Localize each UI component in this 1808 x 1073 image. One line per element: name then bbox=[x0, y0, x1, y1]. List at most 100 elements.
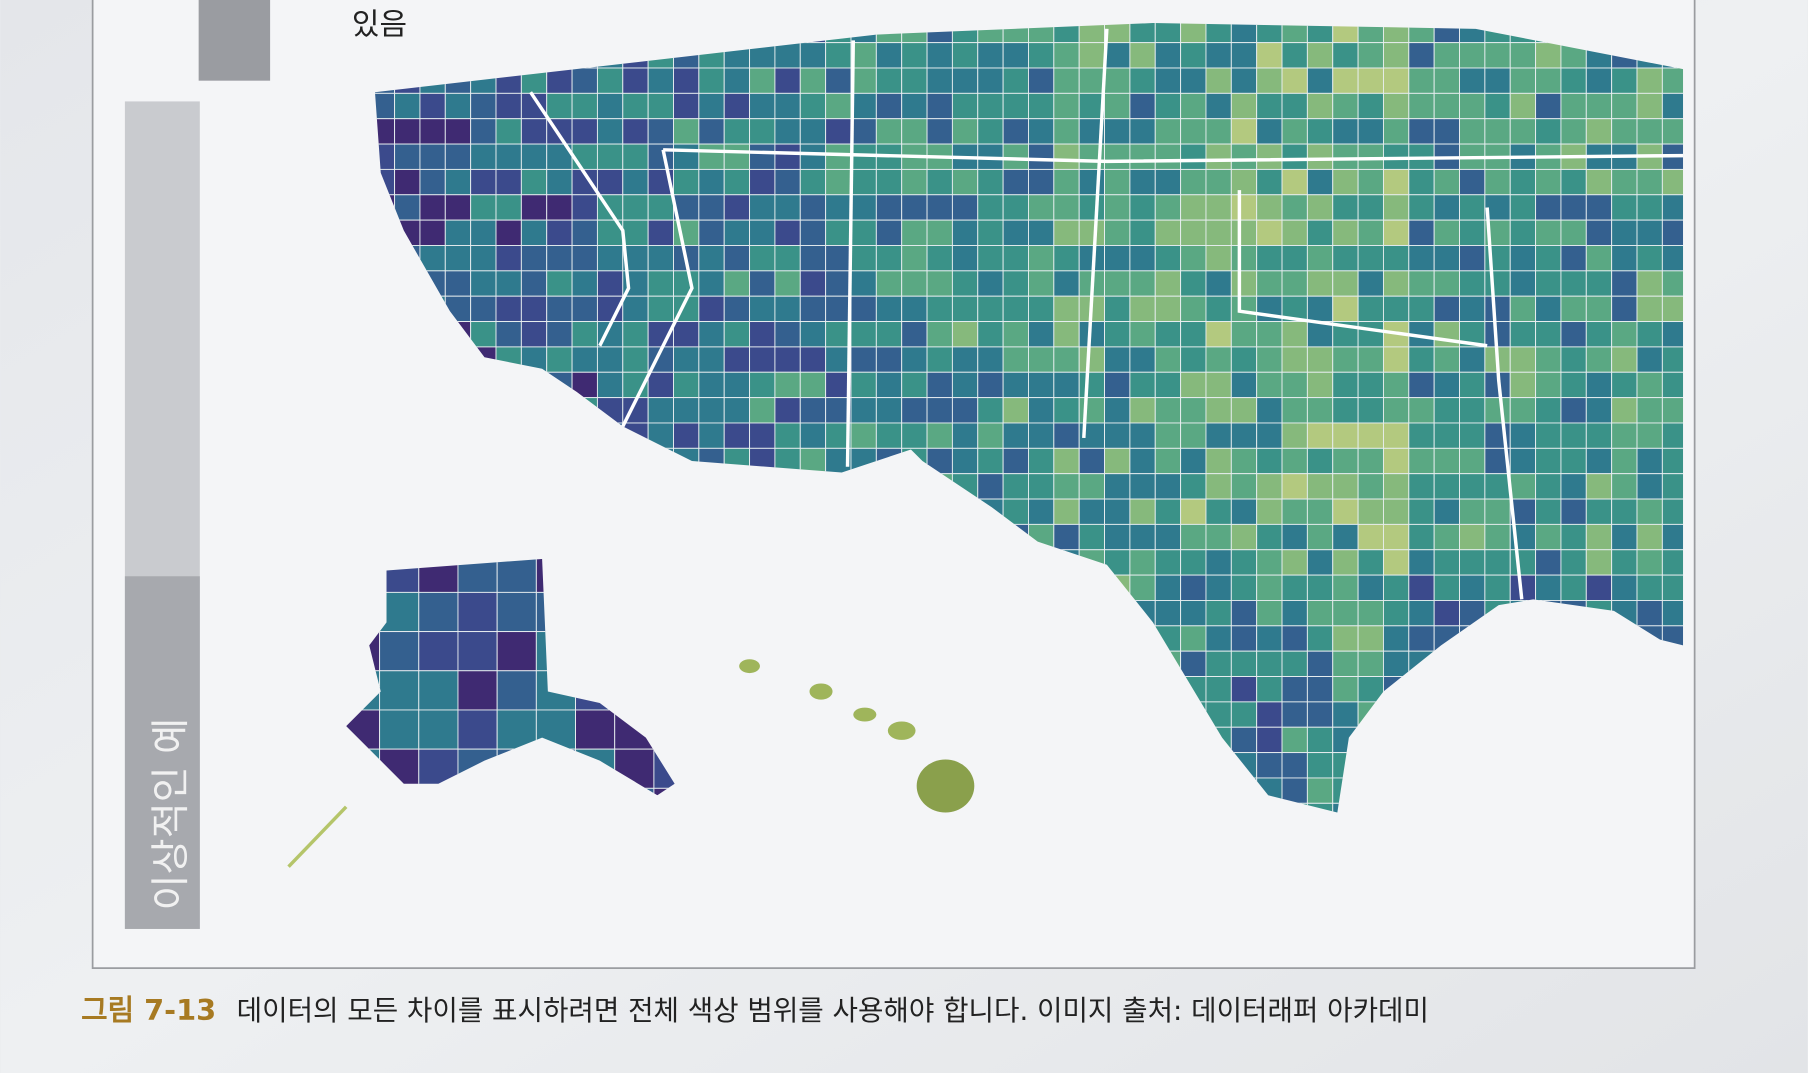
county bbox=[1129, 321, 1156, 348]
county bbox=[1382, 625, 1410, 652]
county bbox=[875, 422, 903, 449]
county bbox=[1585, 321, 1613, 348]
county bbox=[1560, 219, 1587, 246]
county bbox=[1357, 625, 1384, 652]
county bbox=[1256, 650, 1283, 677]
county bbox=[1509, 346, 1537, 373]
county bbox=[1281, 447, 1308, 475]
county bbox=[571, 219, 598, 246]
county bbox=[1002, 422, 1029, 449]
county bbox=[1433, 473, 1460, 500]
county bbox=[1104, 270, 1131, 297]
county bbox=[1408, 118, 1435, 145]
county bbox=[1281, 245, 1308, 272]
county bbox=[1104, 118, 1131, 145]
county bbox=[470, 219, 497, 246]
county bbox=[723, 295, 751, 323]
county bbox=[418, 591, 459, 633]
county bbox=[850, 321, 877, 348]
county bbox=[673, 270, 700, 297]
county bbox=[1028, 194, 1055, 221]
county bbox=[1382, 650, 1410, 677]
county bbox=[1636, 270, 1663, 297]
county bbox=[1611, 422, 1638, 449]
county bbox=[1002, 92, 1029, 120]
county bbox=[1053, 67, 1080, 94]
county bbox=[1053, 397, 1080, 424]
island bbox=[809, 683, 833, 700]
county bbox=[495, 118, 522, 145]
county bbox=[444, 143, 472, 170]
county bbox=[799, 447, 827, 475]
county bbox=[1256, 549, 1283, 576]
county bbox=[1256, 92, 1283, 120]
county bbox=[1281, 371, 1308, 399]
county bbox=[1433, 219, 1460, 246]
county bbox=[698, 194, 725, 221]
county bbox=[379, 670, 420, 711]
county bbox=[1180, 143, 1207, 170]
county bbox=[673, 321, 700, 348]
county bbox=[1306, 752, 1334, 779]
county bbox=[1205, 473, 1232, 500]
county bbox=[1002, 143, 1029, 170]
county bbox=[1306, 523, 1334, 551]
county bbox=[901, 295, 928, 323]
county bbox=[698, 422, 725, 449]
county bbox=[901, 67, 928, 94]
county bbox=[926, 371, 953, 399]
county bbox=[1230, 447, 1258, 475]
county bbox=[1332, 168, 1359, 196]
county bbox=[1332, 270, 1359, 297]
county bbox=[1256, 726, 1283, 754]
county bbox=[1585, 270, 1613, 297]
county bbox=[774, 42, 801, 69]
county bbox=[951, 346, 979, 373]
county bbox=[1306, 168, 1334, 196]
county bbox=[546, 92, 573, 120]
county bbox=[1509, 42, 1537, 69]
county bbox=[1028, 422, 1055, 449]
county bbox=[1585, 422, 1613, 449]
county bbox=[901, 371, 928, 399]
county bbox=[1002, 118, 1029, 145]
county bbox=[1205, 600, 1232, 627]
county bbox=[1230, 270, 1258, 297]
county bbox=[977, 295, 1004, 323]
county bbox=[1129, 92, 1156, 120]
county bbox=[1535, 574, 1562, 601]
island bbox=[739, 659, 760, 674]
county bbox=[495, 194, 522, 221]
county bbox=[1205, 245, 1232, 272]
county bbox=[622, 194, 649, 221]
county bbox=[1154, 346, 1182, 373]
county bbox=[1230, 726, 1258, 754]
county bbox=[622, 118, 649, 145]
county bbox=[1382, 270, 1410, 297]
county bbox=[901, 397, 928, 424]
county bbox=[1459, 523, 1486, 551]
county bbox=[1129, 447, 1156, 475]
county bbox=[1611, 67, 1638, 94]
county bbox=[1129, 143, 1156, 170]
county bbox=[470, 143, 497, 170]
county bbox=[1484, 523, 1511, 551]
county bbox=[1053, 523, 1080, 551]
county bbox=[799, 270, 827, 297]
county bbox=[457, 631, 498, 672]
county bbox=[1382, 600, 1410, 627]
county bbox=[723, 270, 751, 297]
county bbox=[1256, 143, 1283, 170]
county bbox=[1053, 270, 1080, 297]
county bbox=[1230, 194, 1258, 221]
county bbox=[1306, 42, 1334, 69]
county bbox=[1611, 447, 1638, 475]
county bbox=[1256, 67, 1283, 94]
county bbox=[1408, 498, 1435, 525]
county bbox=[520, 295, 548, 323]
county bbox=[749, 245, 776, 272]
county bbox=[1535, 295, 1562, 323]
county bbox=[1332, 498, 1359, 525]
county bbox=[1636, 346, 1663, 373]
county bbox=[520, 270, 548, 297]
